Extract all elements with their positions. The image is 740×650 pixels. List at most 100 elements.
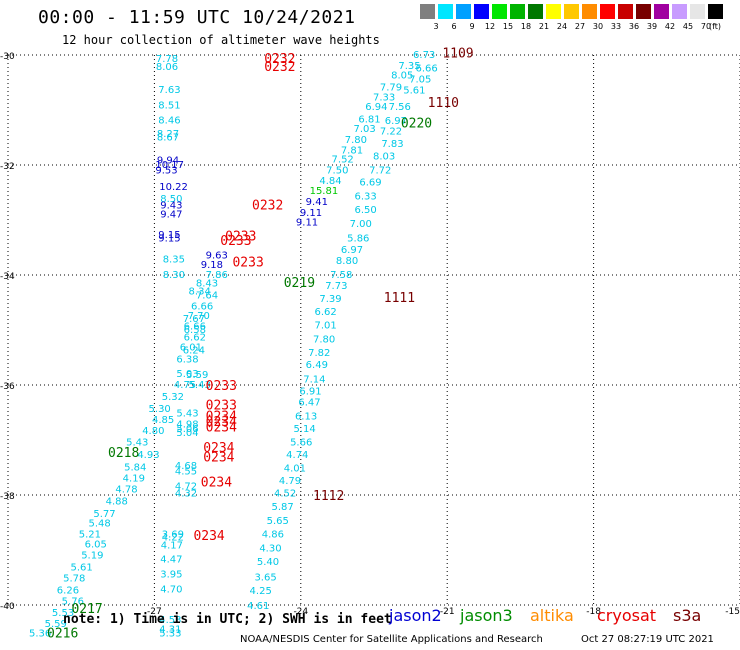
- wave-height-value: 7.86: [206, 270, 228, 281]
- wave-height-value: 5.04: [176, 428, 198, 439]
- wave-height-value: 7.79: [380, 82, 402, 93]
- color-swatch-label: 6: [451, 22, 457, 31]
- wave-height-value: 5.06: [176, 424, 198, 435]
- color-swatch: [546, 4, 561, 19]
- chart-subtitle: 12 hour collection of altimeter wave hei…: [62, 33, 380, 47]
- wave-height-value: 6.26: [57, 586, 79, 597]
- wave-height-value: 8.46: [158, 115, 180, 126]
- wave-height-value: 6.73: [413, 50, 435, 61]
- wave-height-value: 6.50: [354, 205, 376, 216]
- wave-height-value: 10.22: [159, 182, 188, 193]
- wave-height-value: 4.80: [142, 426, 164, 437]
- wave-height-value: 4.52: [274, 488, 296, 499]
- wave-height-value: 4.68: [175, 461, 197, 472]
- satellite-legend-altika: altika: [530, 606, 574, 625]
- wave-height-value: 4.79: [279, 476, 301, 487]
- wave-height-value: 3.69: [162, 530, 184, 541]
- wave-height-value: 7.73: [325, 281, 347, 292]
- wave-height-value: 6.38: [176, 355, 198, 366]
- wave-height-value: 4.22: [162, 532, 184, 543]
- wave-height-value: 5.19: [81, 550, 103, 561]
- wave-height-value: 7.56: [389, 102, 411, 113]
- wave-height-value: 9.18: [201, 260, 223, 271]
- wave-height-value: 5.86: [347, 234, 369, 245]
- wave-height-value: 9.15: [158, 230, 180, 241]
- lat-tick-label: -38: [0, 492, 15, 502]
- pass-time-label: 0218: [108, 446, 139, 461]
- wave-height-value: 7.05: [409, 75, 431, 86]
- wave-height-value: 4.70: [160, 585, 182, 596]
- wave-height-value: 6.13: [295, 411, 317, 422]
- color-swatch-label: 9: [469, 22, 475, 31]
- wave-height-value: 6.47: [298, 398, 320, 409]
- wave-height-value: 7.67: [183, 314, 205, 325]
- wave-height-value: 6.97: [341, 245, 363, 256]
- pass-time-label: 0233: [206, 379, 237, 394]
- wave-height-value: 9.63: [206, 251, 228, 262]
- pass-time-label: 0234: [201, 475, 232, 490]
- wave-height-value: 8.51: [158, 101, 180, 112]
- wave-height-value: 7.01: [314, 321, 336, 332]
- wave-height-value: 4.74: [286, 450, 308, 461]
- wave-height-value: 5.61: [403, 86, 425, 97]
- wave-height-value: 8.05: [391, 70, 413, 81]
- pass-time-label: 0233: [225, 229, 256, 244]
- wave-height-value: 4.25: [250, 586, 272, 597]
- wave-height-value: 6.62: [314, 307, 336, 318]
- wave-height-value: 5.76: [62, 597, 84, 608]
- wave-height-value: 7.83: [381, 139, 403, 150]
- wave-height-value: 4.88: [106, 497, 128, 508]
- pass-time-label: 0234: [206, 420, 237, 435]
- wave-height-value: 8.06: [156, 62, 178, 73]
- lon-tick-label: -15: [725, 607, 740, 617]
- wave-height-value: 5.40: [257, 557, 279, 568]
- pass-time-label: 0233: [206, 398, 237, 413]
- wave-height-value: 7.58: [330, 270, 352, 281]
- color-swatch-label: 42: [664, 22, 676, 31]
- pass-time-label: 0234: [206, 409, 237, 424]
- pass-time-labels: 0232023202320233023302330233023302340234…: [47, 46, 474, 641]
- footnote: note: 1) Time is in UTC; 2) SWH is in fe…: [63, 612, 392, 627]
- wave-height-value: 6.33: [354, 191, 376, 202]
- wave-height-value: 5.87: [272, 502, 294, 513]
- color-swatch: [438, 4, 453, 19]
- pass-time-label: 1110: [428, 96, 459, 111]
- wave-height-value: 5.59: [186, 370, 208, 381]
- pass-time-label: 1109: [442, 46, 473, 61]
- wave-height-value: 9.11: [300, 208, 322, 219]
- wave-height-value: 9.94: [157, 156, 179, 167]
- lat-tick-label: -34: [0, 272, 15, 282]
- wave-height-value: 6.66: [191, 301, 213, 312]
- map-grid: [7, 54, 740, 606]
- wave-height-value: 8.03: [373, 152, 395, 163]
- wave-height-value: 8.35: [163, 255, 185, 266]
- pass-time-label: 0217: [71, 602, 102, 617]
- pass-time-label: 0233: [232, 255, 263, 270]
- wave-height-value: 5.03: [176, 369, 198, 380]
- wave-height-value: 8.80: [336, 256, 358, 267]
- wave-height-value: 8.67: [157, 132, 179, 143]
- wave-height-value: 4.47: [160, 554, 182, 565]
- axis-ticks: -30 -32 -34 -36 -38 -40 -27 -24 -21 -18 -15: [0, 52, 740, 617]
- wave-height-value: 5.33: [159, 629, 181, 640]
- color-swatch-label: 12: [484, 22, 496, 31]
- wave-height-value: 4.53: [159, 615, 181, 626]
- wave-height-value: 7.78: [156, 54, 178, 65]
- color-swatch: [618, 4, 633, 19]
- wave-height-value: 7.52: [332, 154, 354, 165]
- wave-height-value: 5.43: [126, 438, 148, 449]
- wave-height-value: 4.75: [174, 380, 196, 391]
- wave-height-value: 4.30: [259, 543, 281, 554]
- wave-height-value: 4.85: [152, 415, 174, 426]
- color-scale-unit: (ft): [708, 22, 722, 31]
- wave-height-value: 7.22: [380, 126, 402, 137]
- color-swatch-label: 15: [502, 22, 514, 31]
- satellite-legend-cryosat: cryosat: [597, 606, 657, 625]
- wave-height-value: 6.81: [358, 114, 380, 125]
- wave-height-value: 5.21: [79, 530, 101, 541]
- color-swatch-label: 27: [574, 22, 586, 31]
- wave-height-value: 6.01: [180, 343, 202, 354]
- wave-height-value: 7.64: [196, 290, 218, 301]
- wave-height-value: 7.81: [341, 146, 363, 157]
- pass-time-label: 0234: [203, 451, 234, 466]
